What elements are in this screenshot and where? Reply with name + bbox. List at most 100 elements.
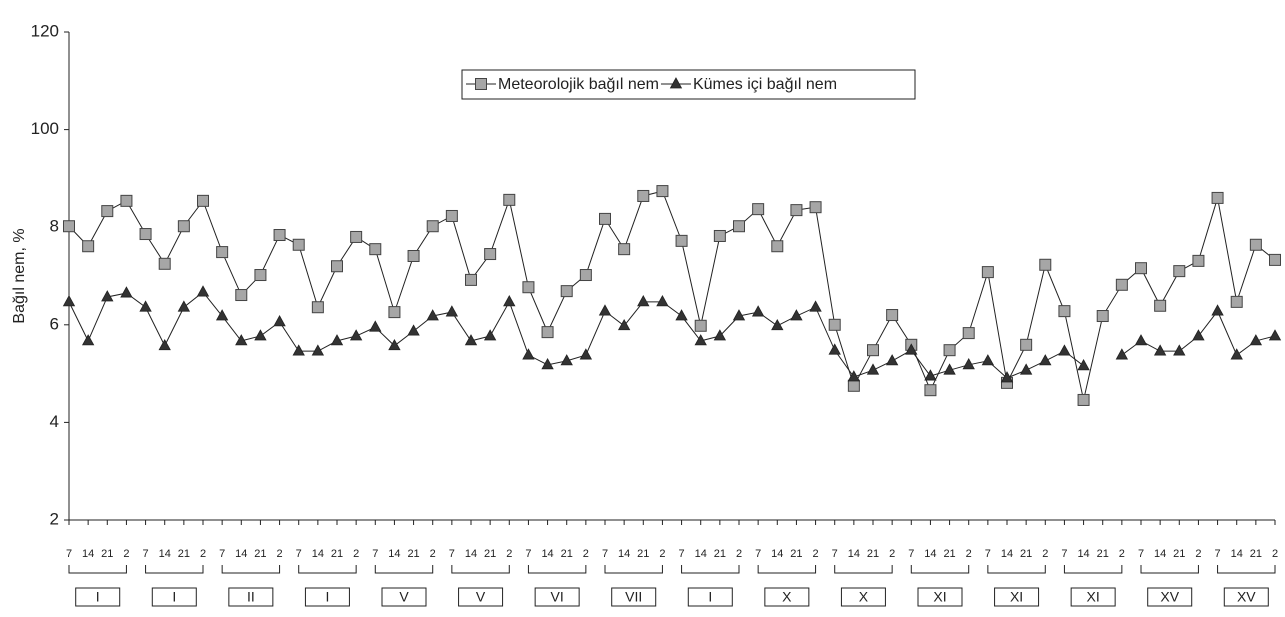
x-tick-label: 7 (679, 548, 685, 560)
x-tick-label: 7 (372, 548, 378, 560)
point-marker (483, 329, 497, 341)
point-marker (426, 309, 439, 321)
group-box (75, 587, 121, 607)
point-marker (1058, 305, 1071, 318)
point-marker (292, 238, 305, 251)
point-marker (522, 348, 535, 360)
point-marker (1019, 363, 1033, 375)
group-label: I (325, 589, 329, 605)
point-marker (828, 318, 841, 331)
point-marker (407, 324, 420, 336)
x-tick-label: 2 (1119, 548, 1125, 560)
x-tick-label: 7 (66, 548, 72, 560)
point-marker (637, 189, 650, 202)
point-marker (1020, 338, 1033, 351)
group-bracket (68, 565, 127, 574)
x-tick-label: 21 (561, 548, 573, 560)
x-tick-label: 14 (618, 548, 630, 560)
y-tick-label: 6 (50, 314, 59, 333)
x-tick-label: 21 (178, 548, 190, 560)
x-tick-label: 14 (848, 548, 860, 560)
point-marker (943, 363, 956, 375)
x-tick-label: 14 (1077, 548, 1089, 560)
point-marker (1115, 278, 1128, 291)
x-tick-label: 7 (1138, 548, 1144, 560)
point-marker (1249, 334, 1263, 346)
point-marker (675, 309, 688, 321)
x-tick-label: 2 (353, 548, 359, 560)
x-tick-label: 7 (602, 548, 608, 560)
group-box (458, 587, 504, 607)
point-marker (62, 295, 76, 307)
point-marker (1153, 344, 1167, 356)
point-marker (905, 343, 918, 355)
point-marker (331, 260, 343, 273)
point-marker (599, 212, 611, 225)
x-tick-label: 21 (254, 548, 266, 560)
group-bracket (1217, 565, 1276, 574)
point-marker (503, 193, 516, 206)
point-marker (885, 354, 899, 366)
point-marker (675, 234, 688, 247)
group-label: II (247, 589, 255, 605)
point-marker (311, 301, 324, 314)
point-marker (311, 344, 325, 356)
x-tick-label: 7 (1061, 548, 1067, 560)
group-label: V (399, 589, 409, 605)
point-marker (1115, 348, 1129, 360)
point-marker (292, 344, 305, 356)
point-marker (254, 329, 267, 341)
point-marker (464, 334, 478, 346)
group-bracket (1140, 565, 1199, 574)
group-bracket (221, 565, 281, 574)
point-marker (101, 290, 114, 302)
x-tick-label: 2 (1272, 548, 1278, 560)
point-marker (1000, 371, 1014, 383)
point-marker (771, 240, 784, 253)
point-marker (215, 309, 229, 321)
point-marker (465, 273, 477, 286)
group-label: I (96, 589, 100, 605)
point-marker (120, 286, 133, 298)
point-marker (503, 295, 516, 307)
point-marker (1211, 191, 1224, 204)
x-tick-label: 14 (1001, 548, 1013, 560)
group-label: X (782, 589, 792, 605)
group-bracket (681, 565, 740, 574)
point-marker (579, 348, 593, 360)
y-tick-label: 100 (31, 119, 59, 138)
x-tick-label: 2 (1195, 548, 1201, 560)
point-marker (1077, 358, 1090, 371)
point-marker (388, 306, 401, 319)
group-bracket (527, 565, 587, 574)
x-tick-label: 21 (1173, 548, 1185, 560)
group-box (687, 587, 733, 607)
point-marker (752, 203, 765, 216)
x-tick-label: 14 (388, 548, 400, 560)
point-marker (637, 295, 650, 307)
group-bracket (910, 565, 970, 574)
group-box (381, 587, 427, 607)
point-marker (886, 309, 899, 322)
x-tick-label: 2 (889, 548, 895, 560)
point-marker (962, 327, 975, 340)
group-label: X (859, 589, 869, 605)
group-bracket (987, 565, 1046, 574)
point-marker (669, 77, 683, 89)
x-tick-label: 21 (637, 548, 649, 560)
point-marker (475, 78, 487, 90)
group-box (764, 587, 810, 607)
x-tick-label: 2 (430, 548, 436, 560)
group-bracket (145, 565, 204, 574)
point-marker (63, 220, 75, 233)
point-marker (981, 354, 995, 366)
x-tick-label: 14 (1231, 548, 1243, 560)
point-marker (101, 205, 114, 218)
point-marker (196, 285, 210, 297)
group-box (151, 587, 197, 607)
x-tick-label: 21 (331, 548, 343, 560)
point-marker (273, 229, 286, 242)
point-marker (82, 240, 95, 253)
point-marker (1134, 334, 1148, 346)
group-bracket (298, 565, 357, 574)
